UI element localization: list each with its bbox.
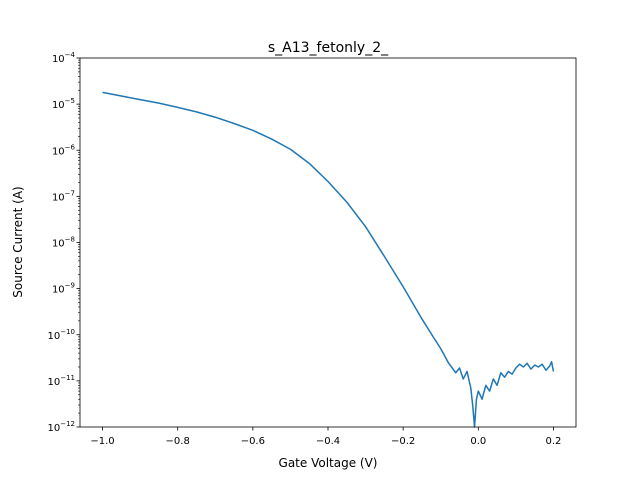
y-axis-label: Source Current (A) — [11, 186, 25, 298]
y-tick-label: 10−12 — [47, 420, 75, 434]
y-tick-label: 10−6 — [52, 143, 76, 157]
y-tick-label: 10−4 — [52, 51, 76, 65]
y-tick-label: 10−11 — [47, 374, 75, 388]
x-tick-label: −0.8 — [166, 436, 190, 447]
chart-title: s_A13_fetonly_2_ — [268, 40, 389, 56]
y-tick-label: 10−5 — [52, 97, 75, 111]
x-tick-label: −0.2 — [391, 436, 415, 447]
x-tick-label: −1.0 — [90, 436, 114, 447]
x-tick-label: 0.2 — [546, 436, 562, 447]
x-tick-label: 0.0 — [470, 436, 486, 447]
x-axis-label: Gate Voltage (V) — [279, 456, 378, 470]
plot-area: −1.0 −0.8 −0.6 −0.4 −0.2 0.0 0.2 10−12 10−11 10−1… — [47, 51, 577, 447]
y-tick-label: 10−8 — [52, 236, 75, 250]
y-tick-label: 10−9 — [52, 282, 75, 296]
series-line-0 — [102, 91, 555, 428]
x-tick-label: −0.4 — [316, 436, 340, 447]
y-tick-label: 10−10 — [47, 328, 75, 342]
x-tick-label: −0.6 — [241, 436, 265, 447]
y-tick-label: 10−7 — [52, 189, 75, 203]
